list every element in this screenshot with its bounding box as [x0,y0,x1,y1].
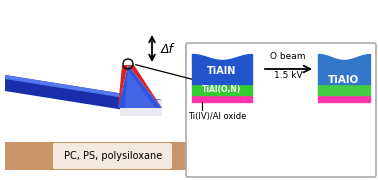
Polygon shape [120,100,162,116]
Polygon shape [118,65,128,108]
Polygon shape [118,65,162,108]
Text: O beam: O beam [270,52,306,61]
Text: TiAl(O,N): TiAl(O,N) [202,85,242,94]
Polygon shape [125,70,155,108]
FancyBboxPatch shape [5,142,220,170]
Polygon shape [5,75,162,116]
FancyBboxPatch shape [53,143,172,169]
Text: TiAlO: TiAlO [328,75,359,85]
Text: Δf: Δf [161,42,174,55]
Polygon shape [5,75,162,104]
Text: TiAlN: TiAlN [207,66,237,76]
Polygon shape [128,65,162,108]
Text: PC, PS, polysiloxane: PC, PS, polysiloxane [64,151,162,161]
Text: 1.5 kV: 1.5 kV [274,71,302,80]
Text: Ti(IV)/Al oxide: Ti(IV)/Al oxide [188,112,246,121]
FancyBboxPatch shape [186,43,376,177]
